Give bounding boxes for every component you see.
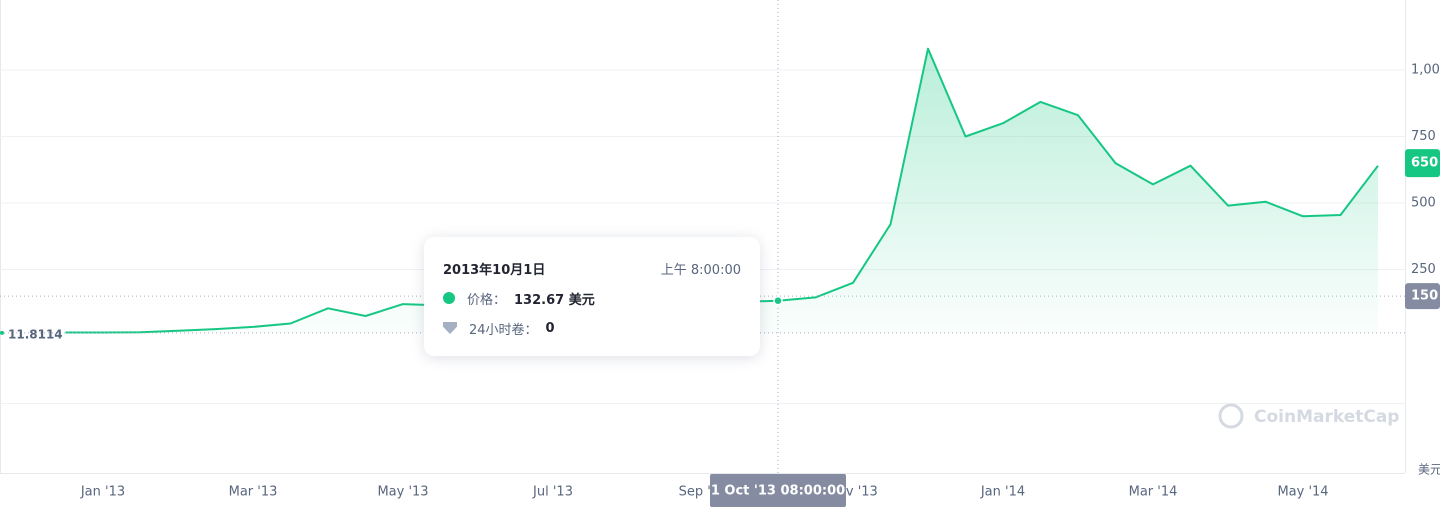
y-tick-label: 750 — [1411, 129, 1436, 144]
watermark: CoinMarketCap — [1218, 403, 1399, 429]
volume-value: 0 — [545, 320, 555, 336]
watermark-icon — [1218, 403, 1244, 429]
watermark-text: CoinMarketCap — [1254, 407, 1399, 427]
hover-price-text: 150 — [1411, 289, 1438, 304]
x-tick-label: Jan '13 — [80, 485, 125, 500]
y-tick-label: 1,000 — [1411, 62, 1440, 77]
price-dot — [443, 292, 455, 304]
current-price-badge — [1405, 149, 1440, 178]
x-tick-label: Jan '14 — [980, 485, 1025, 500]
crosshair-badge — [710, 474, 846, 507]
volume-label: 24小时卷： — [469, 322, 538, 338]
x-tick-label: May '14 — [1277, 485, 1328, 500]
volume-icon — [443, 322, 457, 334]
tooltip-date: 2013年10月1日 — [443, 262, 546, 278]
y-tick-label: 500 — [1411, 195, 1436, 210]
x-tick-label: May '13 — [377, 485, 428, 500]
x-tick-label: Jul '13 — [532, 485, 573, 500]
x-tick-label: Mar '13 — [229, 485, 278, 500]
start-price-label: 11.8114 — [8, 327, 63, 341]
x-tick-label: Mar '14 — [1129, 485, 1178, 500]
tooltip-time: 上午 8:00:00 — [660, 262, 741, 278]
price-area — [65, 48, 1378, 333]
price-label: 价格： — [467, 292, 507, 308]
crosshair-label: 1 Oct '13 08:00:00 — [711, 484, 845, 499]
y-unit: 美元 — [1418, 463, 1440, 477]
hover-price-badge — [1405, 283, 1440, 310]
y-tick-label: 250 — [1411, 262, 1436, 277]
hover-point — [773, 295, 783, 306]
start-dot — [0, 330, 4, 335]
current-price-text: 650 — [1411, 156, 1438, 171]
price-value: 132.67 美元 — [514, 292, 595, 308]
tooltip: 2013年10月1日 上午 8:00:00 价格： 132.67 美元 24小时卷… — [424, 237, 760, 356]
